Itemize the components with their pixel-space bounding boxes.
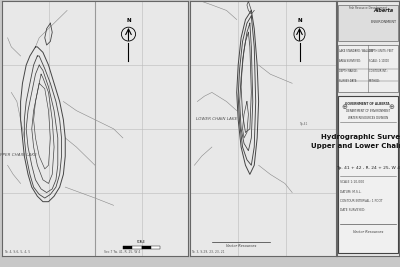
Text: DATUM: M.S.L.: DATUM: M.S.L.	[340, 190, 362, 194]
Bar	[142, 246, 151, 249]
Bar	[338, 5, 398, 41]
Text: Tp.41: Tp.41	[300, 122, 308, 126]
Text: Tp. 41 + 42 , R. 24 + 25, W 4: Tp. 41 + 42 , R. 24 + 25, W 4	[336, 166, 400, 170]
Text: DEPTH RANGE:: DEPTH RANGE:	[339, 69, 358, 73]
Text: DEPTH UNITS: FEET: DEPTH UNITS: FEET	[369, 49, 394, 53]
Text: N: N	[297, 18, 302, 23]
Text: ⊕: ⊕	[341, 104, 347, 110]
Text: CONTOUR INT.:: CONTOUR INT.:	[369, 69, 388, 73]
Text: DATE SURVEYED:: DATE SURVEYED:	[340, 208, 365, 212]
Text: LAKE STANDARD: WALLEYE: LAKE STANDARD: WALLEYE	[339, 49, 374, 53]
Text: Hydrographic Survey of
Upper and Lower Chain Lake: Hydrographic Survey of Upper and Lower C…	[311, 134, 400, 149]
Text: Tw. 4, S.6, 5, 4, 5: Tw. 4, S.6, 5, 4, 5	[4, 250, 30, 254]
Bar	[123, 246, 132, 249]
Bar	[338, 96, 398, 253]
Text: WATER RESOURCES DIVISION: WATER RESOURCES DIVISION	[348, 116, 388, 120]
Text: DEPARTMENT OF ENVIRONMENT: DEPARTMENT OF ENVIRONMENT	[346, 109, 390, 113]
Text: Vector Resources: Vector Resources	[353, 230, 383, 234]
Text: ENVIRONMENT: ENVIRONMENT	[370, 20, 396, 24]
Bar	[338, 45, 398, 92]
Text: Fish Resource Development: Fish Resource Development	[349, 6, 387, 10]
Text: N: N	[126, 18, 131, 23]
Text: Alberta: Alberta	[373, 8, 393, 13]
Text: CONTOUR INTERVAL: 1 FOOT: CONTOUR INTERVAL: 1 FOOT	[340, 199, 382, 203]
Text: METHOD:: METHOD:	[369, 79, 381, 83]
Bar	[151, 246, 160, 249]
Text: Sec.7 Tw. 41, R. 25, W 4: Sec.7 Tw. 41, R. 25, W 4	[104, 250, 140, 254]
Text: SCALE 1:10,000: SCALE 1:10,000	[340, 180, 364, 184]
Text: UPPER CHAIN LAKE: UPPER CHAIN LAKE	[0, 153, 37, 157]
Text: ⊕: ⊕	[388, 104, 394, 110]
Text: AREA SURVEYED:: AREA SURVEYED:	[339, 59, 361, 63]
Text: Tw. 3, S.29, 23, 23, 21: Tw. 3, S.29, 23, 23, 21	[192, 250, 225, 254]
Bar	[132, 246, 142, 249]
Text: SCALE: 1:10000: SCALE: 1:10000	[369, 59, 389, 63]
Text: SCALE: SCALE	[137, 240, 146, 244]
Text: LOWER CHAIN LAKE: LOWER CHAIN LAKE	[196, 117, 237, 121]
Text: Vector Resources: Vector Resources	[226, 244, 256, 248]
Text: GOVERNMENT OF ALBERTA: GOVERNMENT OF ALBERTA	[346, 102, 390, 106]
Text: SURVEY DATE:: SURVEY DATE:	[339, 79, 358, 83]
